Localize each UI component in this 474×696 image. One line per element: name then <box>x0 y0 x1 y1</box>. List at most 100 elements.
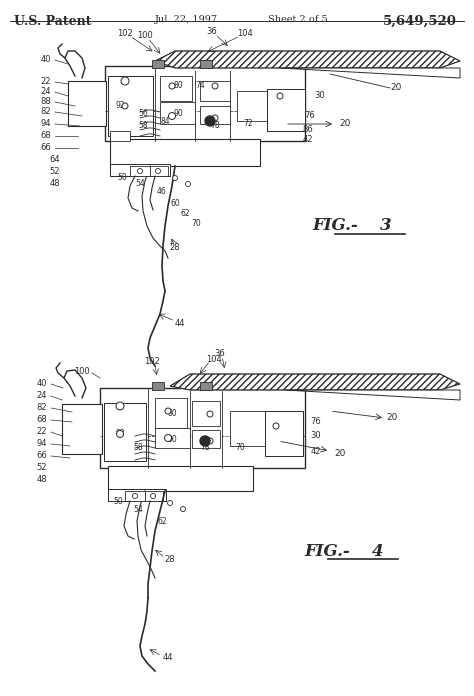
Bar <box>108 466 253 491</box>
Text: 36: 36 <box>207 28 218 36</box>
Text: 48: 48 <box>50 180 60 189</box>
Text: 90: 90 <box>173 109 183 118</box>
Polygon shape <box>155 51 460 68</box>
Text: 24: 24 <box>41 88 51 97</box>
Text: 88: 88 <box>41 97 51 106</box>
Bar <box>155 398 187 428</box>
Text: 20: 20 <box>390 84 401 93</box>
Circle shape <box>165 408 171 414</box>
Bar <box>108 489 166 501</box>
Text: 28: 28 <box>170 244 180 253</box>
Text: 68: 68 <box>41 132 51 141</box>
Circle shape <box>207 411 213 417</box>
Text: 44: 44 <box>163 654 173 663</box>
Text: 62: 62 <box>157 516 167 525</box>
Text: 70: 70 <box>191 219 201 228</box>
Text: 100: 100 <box>137 31 153 40</box>
Text: 62: 62 <box>180 209 190 217</box>
Text: 76: 76 <box>310 416 321 425</box>
Circle shape <box>168 113 175 120</box>
Text: 56: 56 <box>138 109 148 118</box>
Text: 3: 3 <box>380 217 392 235</box>
Circle shape <box>117 431 124 438</box>
Polygon shape <box>170 374 460 390</box>
Text: 44: 44 <box>175 319 185 328</box>
Bar <box>105 66 305 141</box>
Bar <box>100 388 305 468</box>
Text: 58: 58 <box>133 443 143 452</box>
Circle shape <box>185 182 191 187</box>
Circle shape <box>164 434 172 441</box>
Text: 40: 40 <box>37 379 47 388</box>
Text: FIG.-: FIG.- <box>312 217 358 235</box>
Text: 20: 20 <box>386 413 398 422</box>
Bar <box>145 491 163 501</box>
Text: 22: 22 <box>41 77 51 86</box>
Bar <box>130 166 150 176</box>
Text: 30: 30 <box>315 91 325 100</box>
Bar <box>230 411 265 446</box>
Circle shape <box>151 493 155 498</box>
Text: 64: 64 <box>50 155 60 164</box>
Bar <box>200 60 212 68</box>
Text: Jul. 22, 1997: Jul. 22, 1997 <box>155 15 218 24</box>
Text: 48: 48 <box>36 475 47 484</box>
Circle shape <box>173 175 177 180</box>
Text: 52: 52 <box>50 168 60 177</box>
Circle shape <box>273 423 279 429</box>
Circle shape <box>167 500 173 505</box>
Circle shape <box>200 436 210 446</box>
Circle shape <box>133 493 137 498</box>
Bar <box>200 106 230 124</box>
Text: 66: 66 <box>41 143 51 152</box>
Text: U.S. Patent: U.S. Patent <box>14 15 91 28</box>
Text: 28: 28 <box>164 555 175 564</box>
Text: 22: 22 <box>37 427 47 436</box>
Circle shape <box>137 168 143 173</box>
Circle shape <box>181 507 185 512</box>
Bar <box>200 81 230 101</box>
Bar <box>125 491 145 501</box>
Circle shape <box>207 438 213 444</box>
Text: 78: 78 <box>200 443 210 452</box>
Bar <box>265 411 303 456</box>
Text: 40: 40 <box>41 56 51 65</box>
Text: 80: 80 <box>173 81 183 90</box>
Circle shape <box>205 116 215 126</box>
Text: 74: 74 <box>195 81 205 90</box>
Bar <box>152 382 164 390</box>
Bar <box>192 430 220 448</box>
Text: 82: 82 <box>41 107 51 116</box>
Circle shape <box>121 77 129 85</box>
Bar <box>68 81 106 126</box>
Bar <box>200 382 212 390</box>
Bar <box>150 166 168 176</box>
Text: 60: 60 <box>170 198 180 207</box>
Polygon shape <box>280 68 460 78</box>
Bar <box>237 91 267 121</box>
Text: 104: 104 <box>206 354 222 363</box>
Text: 102: 102 <box>144 356 160 365</box>
Text: Sheet 2 of 5: Sheet 2 of 5 <box>268 15 328 24</box>
Text: 36: 36 <box>215 349 225 358</box>
Text: 42: 42 <box>311 447 321 455</box>
Text: 20: 20 <box>339 120 351 129</box>
Text: 92: 92 <box>115 102 125 111</box>
Bar <box>160 102 195 124</box>
Bar <box>155 428 190 448</box>
Text: 78: 78 <box>210 122 220 131</box>
Bar <box>267 89 305 131</box>
Bar <box>110 131 130 141</box>
Text: 20: 20 <box>334 448 346 457</box>
Circle shape <box>277 93 283 99</box>
Text: 30: 30 <box>310 432 321 441</box>
Text: 42: 42 <box>303 136 313 145</box>
Bar <box>160 76 192 101</box>
Text: 24: 24 <box>37 391 47 400</box>
Text: 90: 90 <box>167 436 177 445</box>
Circle shape <box>169 83 175 89</box>
Bar <box>108 76 153 136</box>
Text: 102: 102 <box>117 29 133 38</box>
Text: 46: 46 <box>157 187 167 196</box>
Text: 72: 72 <box>243 120 253 129</box>
